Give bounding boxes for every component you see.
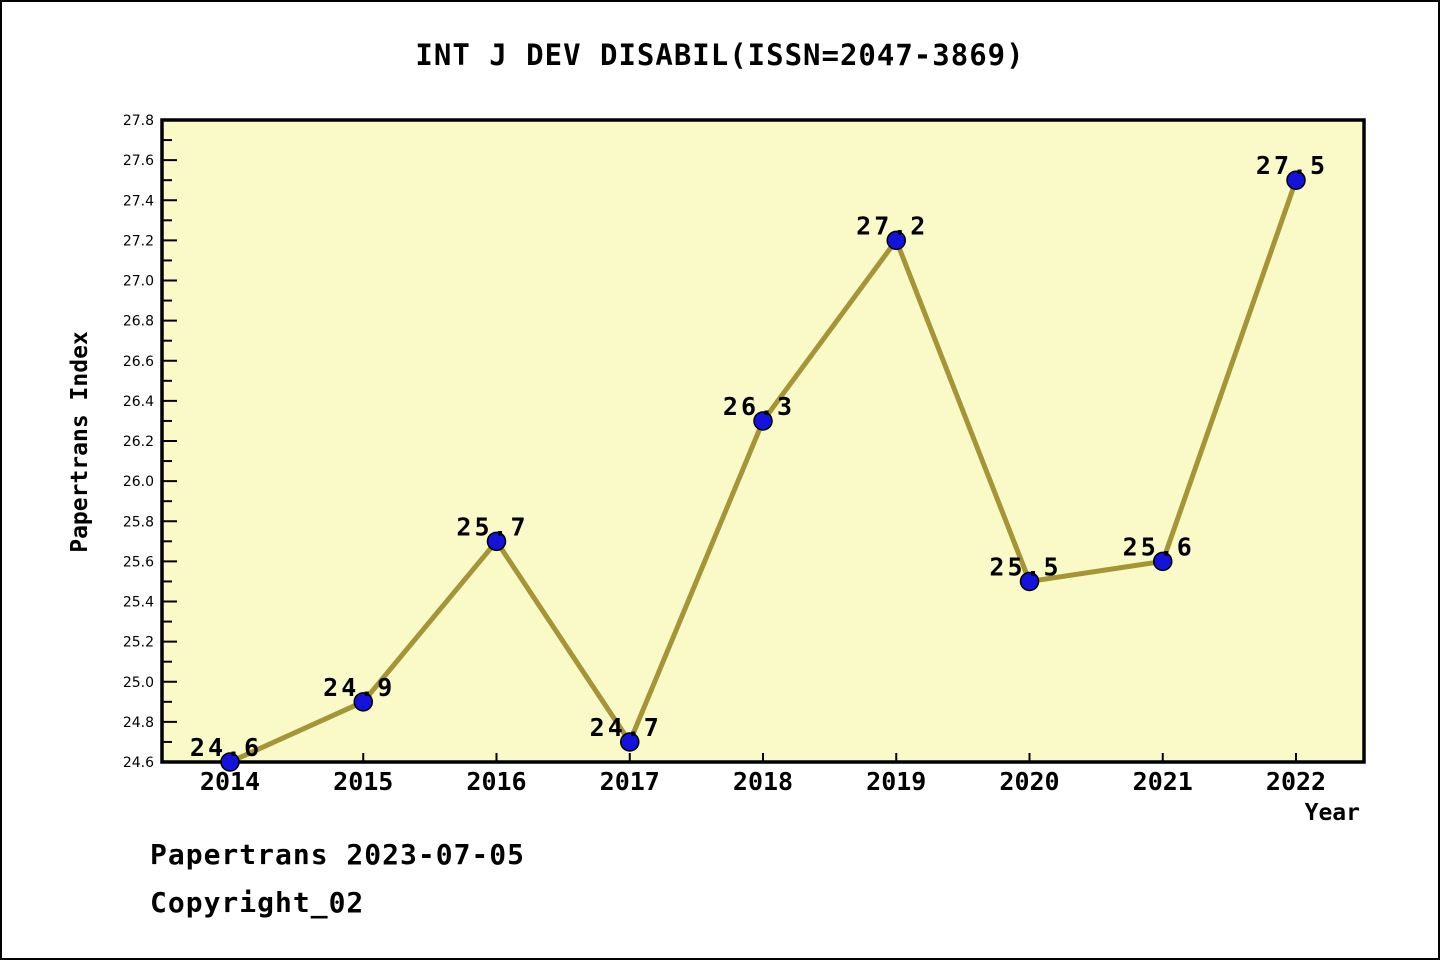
- data-point: [886, 230, 906, 251]
- y-tick-label: 25.6: [123, 554, 154, 570]
- plot-area: [162, 120, 1364, 762]
- x-tick-label: 2014: [200, 767, 260, 796]
- y-tick-label: 25.4: [123, 595, 154, 611]
- y-tick-label: 24.8: [123, 715, 154, 731]
- data-point: [1019, 571, 1040, 592]
- data-point-label: 25.7: [456, 512, 528, 541]
- y-tick-label: 27.0: [123, 274, 154, 290]
- data-point-label: 26.3: [723, 392, 795, 421]
- data-point: [753, 411, 773, 431]
- data-point-label: 24.7: [590, 713, 662, 742]
- data-point-label: 25.6: [1123, 532, 1195, 561]
- y-tick-label: 26.0: [123, 474, 154, 490]
- chart-title: INT J DEV DISABIL(ISSN=2047-3869): [415, 38, 1025, 72]
- plot-border: [160, 118, 1366, 764]
- y-tick-label: 26.2: [123, 434, 154, 450]
- x-tick-label: 2019: [866, 767, 926, 796]
- footer-source-date: Papertrans 2023-07-05: [150, 838, 526, 871]
- data-point-label: 24.9: [323, 673, 395, 702]
- x-tick-label: 2022: [1266, 767, 1326, 796]
- x-axis-label: Year: [1304, 800, 1360, 826]
- x-tick-label: 2021: [1133, 767, 1193, 796]
- y-tick-label: 26.6: [123, 354, 154, 370]
- data-point-label: 27.2: [856, 211, 928, 240]
- footer-copyright: Copyright_02: [150, 886, 365, 919]
- data-point: [220, 752, 240, 772]
- data-point-label: 27.5: [1256, 151, 1328, 180]
- y-tick-label: 27.2: [123, 233, 154, 249]
- y-tick-label: 25.8: [123, 514, 154, 530]
- y-tick-label: 26.8: [123, 314, 154, 330]
- data-point: [1153, 551, 1173, 572]
- y-tick-label: 25.0: [123, 675, 154, 691]
- x-tick-label: 2018: [733, 767, 793, 796]
- x-tick-label: 2016: [466, 767, 526, 796]
- data-point: [353, 692, 373, 712]
- data-point-label: 24.6: [190, 733, 262, 762]
- y-tick-label: 26.4: [123, 394, 154, 410]
- y-tick-label: 24.6: [123, 755, 154, 771]
- y-tick-label: 25.2: [123, 635, 154, 651]
- data-point-label: 25.5: [989, 552, 1061, 581]
- data-point: [486, 531, 507, 552]
- x-tick-label: 2015: [333, 767, 393, 796]
- y-tick-label: 27.8: [123, 113, 154, 129]
- y-tick-label: 27.6: [123, 153, 154, 169]
- data-point: [620, 732, 640, 752]
- x-tick-label: 2020: [999, 767, 1059, 796]
- x-tick-label: 2017: [600, 767, 660, 796]
- y-tick-label: 27.4: [123, 193, 154, 209]
- data-point: [1286, 170, 1306, 190]
